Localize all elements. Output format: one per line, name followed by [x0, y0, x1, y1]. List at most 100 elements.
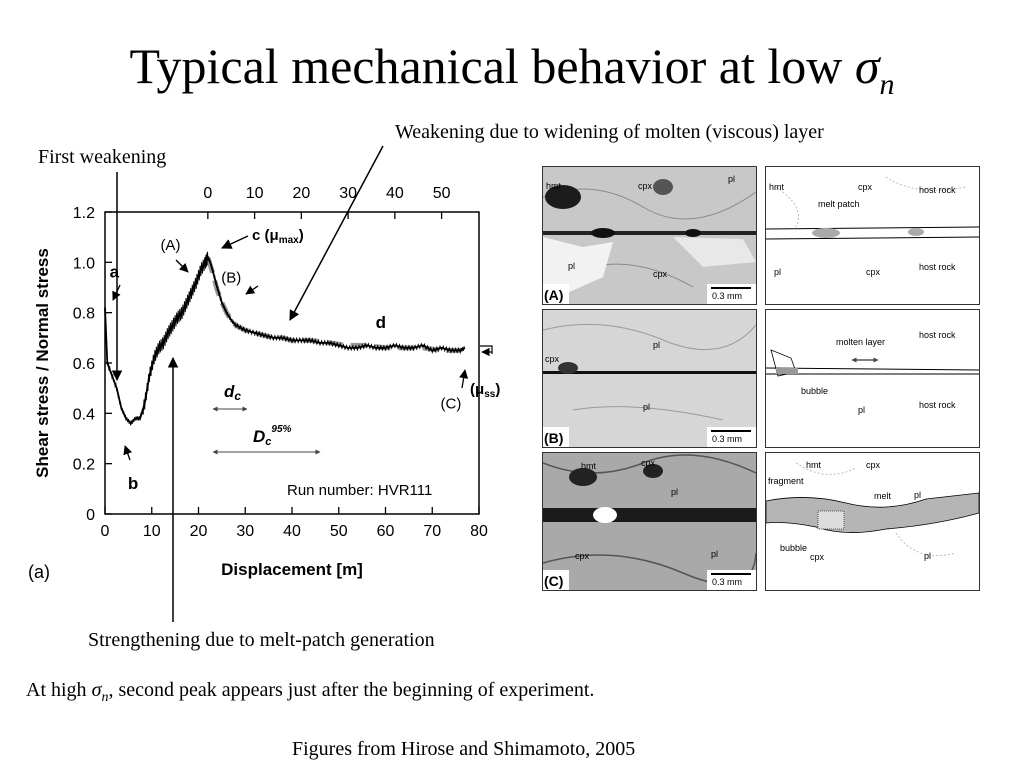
sketch-B-label-host-rock-top: host rock: [919, 330, 956, 340]
y-tick-label: 0.4: [73, 406, 95, 423]
y-axis-ticks: 0 0.2 0.4 0.6 0.8 1.0 1.2: [73, 205, 112, 524]
title-text: Typical mechanical behavior at low: [129, 38, 855, 94]
dc-label-d: d: [224, 382, 235, 401]
y-tick-label: 0.2: [73, 457, 95, 474]
point-C-arrow: [459, 369, 469, 389]
top-tick-label: 50: [433, 185, 451, 202]
sketch-C-label-hmt: hmt: [806, 460, 822, 470]
sketch-B-label-pl: pl: [858, 405, 865, 415]
molten-layer-arrow: [289, 145, 384, 321]
micrograph-sketch-A: hmt cpx host rock melt patch pl cpx host…: [765, 166, 980, 305]
y-tick-label: 1.0: [73, 255, 95, 272]
high-sigma-symbol: σ: [91, 679, 102, 701]
photo-B-scale-bar: 0.3 mm: [712, 434, 742, 444]
photo-C-panel-label: (C): [544, 573, 563, 589]
micrograph-photo-B: cpx pl pl (B) 0.3 mm: [542, 309, 757, 448]
photo-A-label-pl-bottom: pl: [568, 261, 575, 271]
top-tick-label: 20: [292, 185, 310, 202]
photo-B-label-pl-bottom: pl: [643, 402, 650, 412]
x-tick-label: 30: [236, 523, 254, 540]
x-tick-label: 10: [143, 523, 161, 540]
mu-ss-close: ): [495, 381, 500, 398]
high-sigma-prefix: At high: [26, 679, 92, 701]
molten-layer-label: Weakening due to widening of molten (vis…: [395, 121, 824, 143]
micrograph-photo-C: hmt cpx pl cpx pl (C) 0.3 mm: [542, 452, 757, 591]
x-axis-title: Displacement [m]: [221, 560, 363, 579]
mu-max-label-mu: μ: [270, 227, 279, 244]
sketch-C-label-pl-top: pl: [914, 490, 921, 500]
photo-C-label-pl-bottom: pl: [711, 549, 718, 559]
point-A-arrow: [175, 259, 189, 273]
point-label: (C): [441, 395, 462, 412]
mu-ss-sub: ss: [484, 389, 496, 400]
photo-C-label-hmt: hmt: [581, 461, 597, 471]
first-weakening-label: First weakening: [38, 146, 167, 168]
photo-A-scale-bar: 0.3 mm: [712, 291, 742, 301]
Dc95-label: Dc95%: [253, 424, 292, 448]
title-sigma: σ: [854, 38, 880, 94]
photo-A-label-hmt: hmt: [546, 181, 562, 191]
mu-max-label-sub: max: [279, 235, 299, 246]
point-b-arrow: [123, 445, 133, 461]
point-label: (A): [160, 237, 180, 254]
sketch-B-label-molten-layer: molten layer: [836, 337, 885, 347]
melt-patch-label: Strengthening due to melt-patch generati…: [88, 629, 435, 651]
mu-max-arrow: [221, 235, 249, 249]
high-sigma-subscript: n: [101, 690, 109, 705]
photo-C-label-cpx-bottom: cpx: [575, 551, 590, 561]
micrograph-sketch-B: host rock molten layer bubble pl host ro…: [765, 309, 980, 448]
micrograph-sketch-C: hmt cpx fragment melt pl bubble cpx pl: [765, 452, 980, 591]
x-tick-label: 80: [470, 523, 488, 540]
top-tick-label: 0: [203, 185, 212, 202]
sketch-B-label-host-rock-bottom: host rock: [919, 400, 956, 410]
photo-A-label-cpx-bottom: cpx: [653, 269, 668, 279]
point-label: b: [128, 474, 138, 493]
top-tick-label: 30: [339, 185, 357, 202]
point-label: a: [110, 262, 120, 281]
point-labels: a b (A) (B) (C) d: [110, 237, 462, 493]
micrograph-photo-A: hmt cpx pl pl cpx (A) 0.3 mm: [542, 166, 757, 305]
photo-B-label-pl-top: pl: [653, 340, 660, 350]
y-tick-label: 1.2: [73, 205, 95, 222]
mu-ss-bracket: [480, 345, 493, 354]
slide-title: Typical mechanical behavior at low σn: [0, 36, 1024, 115]
sketch-A-label-host-rock-bottom: host rock: [919, 262, 956, 272]
sketch-C-label-fragment: fragment: [768, 476, 804, 486]
sketch-C-label-bubble: bubble: [780, 543, 807, 553]
x-tick-label: 20: [190, 523, 208, 540]
photo-B-panel-label: (B): [544, 430, 563, 446]
top-axis-ticks: 0 10 20 30 40 50: [203, 185, 451, 219]
dc-label-sub: c: [234, 389, 241, 403]
point-label: (B): [221, 269, 241, 286]
photo-A-label-pl-top: pl: [728, 174, 735, 184]
title-sigma-subscript: n: [879, 68, 895, 101]
mu-max-label: c (μmax): [252, 227, 304, 246]
y-tick-label: 0: [86, 507, 95, 524]
photo-C-scale-bar: 0.3 mm: [712, 577, 742, 587]
x-axis-ticks: 0 10 20 30 40 50 60 70 80: [101, 507, 488, 540]
photo-B-label-cpx: cpx: [545, 354, 560, 364]
sketch-C-label-melt: melt: [874, 491, 892, 501]
sketch-A-label-cpx: cpx: [858, 182, 873, 192]
mu-ss-open: (μ: [470, 381, 484, 398]
photo-A-label-cpx: cpx: [638, 181, 653, 191]
photo-A-panel-label: (A): [544, 287, 563, 303]
measured-noise-trace: [104, 251, 465, 426]
sketch-A-label-cpx-bottom: cpx: [866, 267, 881, 277]
sketch-A-label-pl: pl: [774, 267, 781, 277]
y-tick-label: 0.8: [73, 306, 95, 323]
x-tick-label: 50: [330, 523, 348, 540]
measured-noise: [104, 251, 465, 426]
point-label: d: [376, 313, 386, 332]
Dc95-label-sub: c: [265, 436, 271, 448]
run-number-label: Run number: HVR111: [287, 482, 432, 499]
mu-ss-label: (μss): [470, 381, 500, 400]
panel-label: (a): [28, 562, 50, 582]
sketch-A-label-hmt: hmt: [769, 182, 785, 192]
plot-frame: [104, 211, 480, 515]
source-citation: Figures from Hirose and Shimamoto, 2005: [292, 738, 636, 760]
photo-C-label-cpx-top: cpx: [641, 458, 656, 468]
y-axis-title: Shear stress / Normal stress: [33, 248, 52, 478]
sketch-A-label-host-rock-top: host rock: [919, 185, 956, 195]
